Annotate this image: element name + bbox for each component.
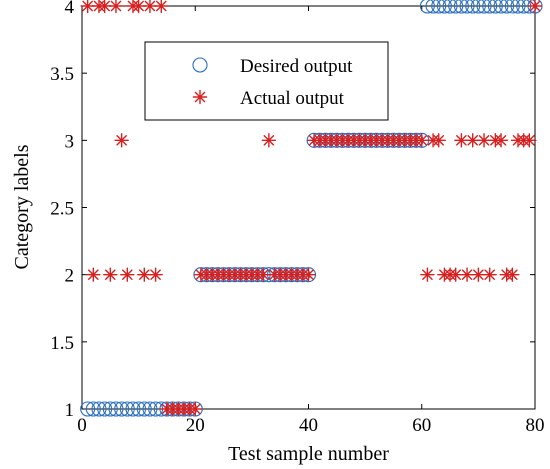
data-point-asterisk [120, 267, 135, 282]
y-axis: 1 1.5 2 2.5 3 3.5 4 [50, 0, 535, 421]
legend-label-desired-output: Desired output [240, 56, 353, 77]
data-point-asterisk [459, 267, 475, 282]
y-tick-label: 4 [65, 0, 75, 18]
data-point-circle [131, 401, 147, 417]
x-axis-label: Test sample number [228, 443, 389, 465]
data-point-asterisk [431, 133, 446, 148]
y-tick-label: 3.5 [50, 64, 74, 85]
data-point-asterisk [482, 267, 497, 282]
data-point-asterisk [148, 267, 163, 282]
data-point-asterisk [86, 267, 101, 282]
data-point-circle [431, 0, 447, 14]
data-point-circle [125, 401, 141, 417]
data-point-circle [470, 0, 486, 14]
y-axis-label: Category labels [11, 144, 33, 269]
y-tick-label: 3 [65, 131, 75, 152]
series-actual-output [80, 0, 543, 417]
data-point-circle [448, 0, 464, 14]
legend-marker-desired-output [192, 57, 208, 73]
data-point-asterisk [114, 133, 129, 148]
data-point-asterisk [505, 267, 520, 282]
data-point-asterisk [103, 267, 118, 282]
data-point-asterisk [261, 133, 277, 148]
data-point-asterisk [154, 0, 169, 14]
data-point-circle [493, 0, 509, 14]
data-point-circle [465, 0, 481, 14]
data-series [80, 0, 543, 417]
data-point-asterisk [188, 401, 203, 417]
data-point-circle [442, 0, 458, 14]
data-point-asterisk [522, 133, 537, 148]
y-tick-label: 2 [65, 266, 75, 287]
data-point-circle [108, 401, 124, 417]
data-point-asterisk [301, 267, 316, 282]
x-tick-label: 20 [186, 415, 205, 436]
data-point-circle [114, 401, 130, 417]
x-tick-label: 40 [299, 415, 318, 436]
data-point-circle [487, 0, 503, 14]
data-point-circle [119, 401, 135, 417]
data-point-circle [91, 401, 107, 417]
data-point-asterisk [465, 133, 480, 148]
legend-label-actual-output: Actual output [240, 88, 345, 109]
data-point-circle [425, 0, 441, 14]
data-point-asterisk [108, 0, 124, 14]
legend-circle-marker [192, 57, 208, 73]
x-tick-label: 80 [526, 415, 545, 436]
data-point-circle [102, 401, 118, 417]
legend-box [144, 41, 389, 121]
x-tick-label: 60 [412, 415, 431, 436]
legend-marker-actual-output [192, 89, 208, 105]
data-point-circle [97, 401, 113, 417]
data-point-circle [136, 401, 152, 417]
y-tick-label: 1 [65, 400, 75, 421]
data-point-circle [459, 0, 475, 14]
data-point-circle [419, 0, 435, 14]
data-point-circle [482, 0, 498, 14]
y-tick-label: 2.5 [50, 199, 74, 220]
data-point-circle [510, 0, 526, 14]
data-point-asterisk [493, 133, 509, 148]
y-tick-label: 1.5 [50, 333, 74, 354]
data-point-asterisk [131, 0, 146, 14]
x-axis: 0 20 40 60 80 [77, 6, 545, 436]
data-point-asterisk [420, 267, 435, 282]
data-point-circle [453, 0, 469, 14]
data-point-circle [85, 401, 101, 417]
data-point-circle [504, 0, 520, 14]
data-point-asterisk [527, 0, 543, 14]
data-point-circle [436, 0, 452, 14]
data-point-circle [499, 0, 515, 14]
data-point-circle [142, 401, 158, 417]
legend: Desired output Actual output [144, 41, 389, 121]
x-tick-label: 0 [77, 415, 87, 436]
data-point-circle [80, 401, 96, 417]
data-point-circle [476, 0, 492, 14]
legend-asterisk-marker [192, 89, 208, 105]
